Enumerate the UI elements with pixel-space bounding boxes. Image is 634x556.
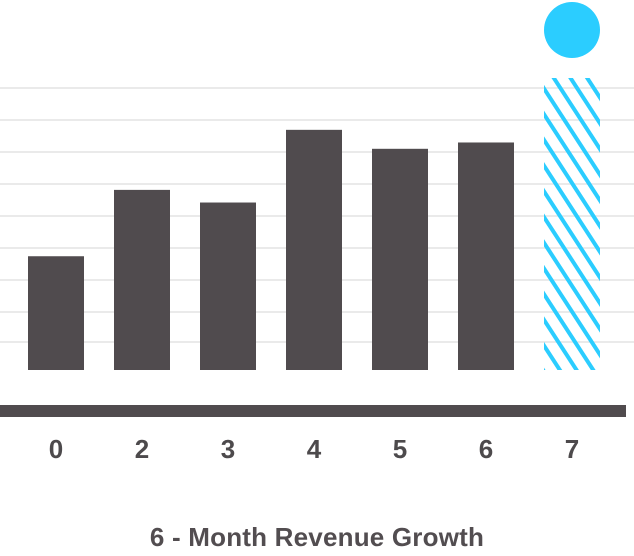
bar-0 [28,256,84,370]
x-tick-label-4: 4 [307,434,322,464]
bar-chart: 0 2 3 4 5 6 7 [0,2,634,464]
x-tick-label-3: 3 [221,434,235,464]
chart-title: 6 - Month Revenue Growth [149,522,485,552]
x-tick-label-2: 2 [135,434,149,464]
x-tick-label-5: 5 [393,434,407,464]
bars [28,2,600,370]
bar-2 [114,189,170,370]
projected-marker-dot [544,2,600,58]
x-tick-labels: 0 2 3 4 5 6 7 [49,434,579,464]
x-tick-label-7: 7 [565,434,579,464]
bar-6 [458,142,514,370]
bar-3 [200,202,256,370]
x-axis-line [0,405,626,417]
bar-4 [286,129,342,370]
bar-projected-7 [544,78,600,370]
bar-5 [372,148,428,370]
x-tick-label-6: 6 [479,434,493,464]
x-tick-label-0: 0 [49,434,63,464]
